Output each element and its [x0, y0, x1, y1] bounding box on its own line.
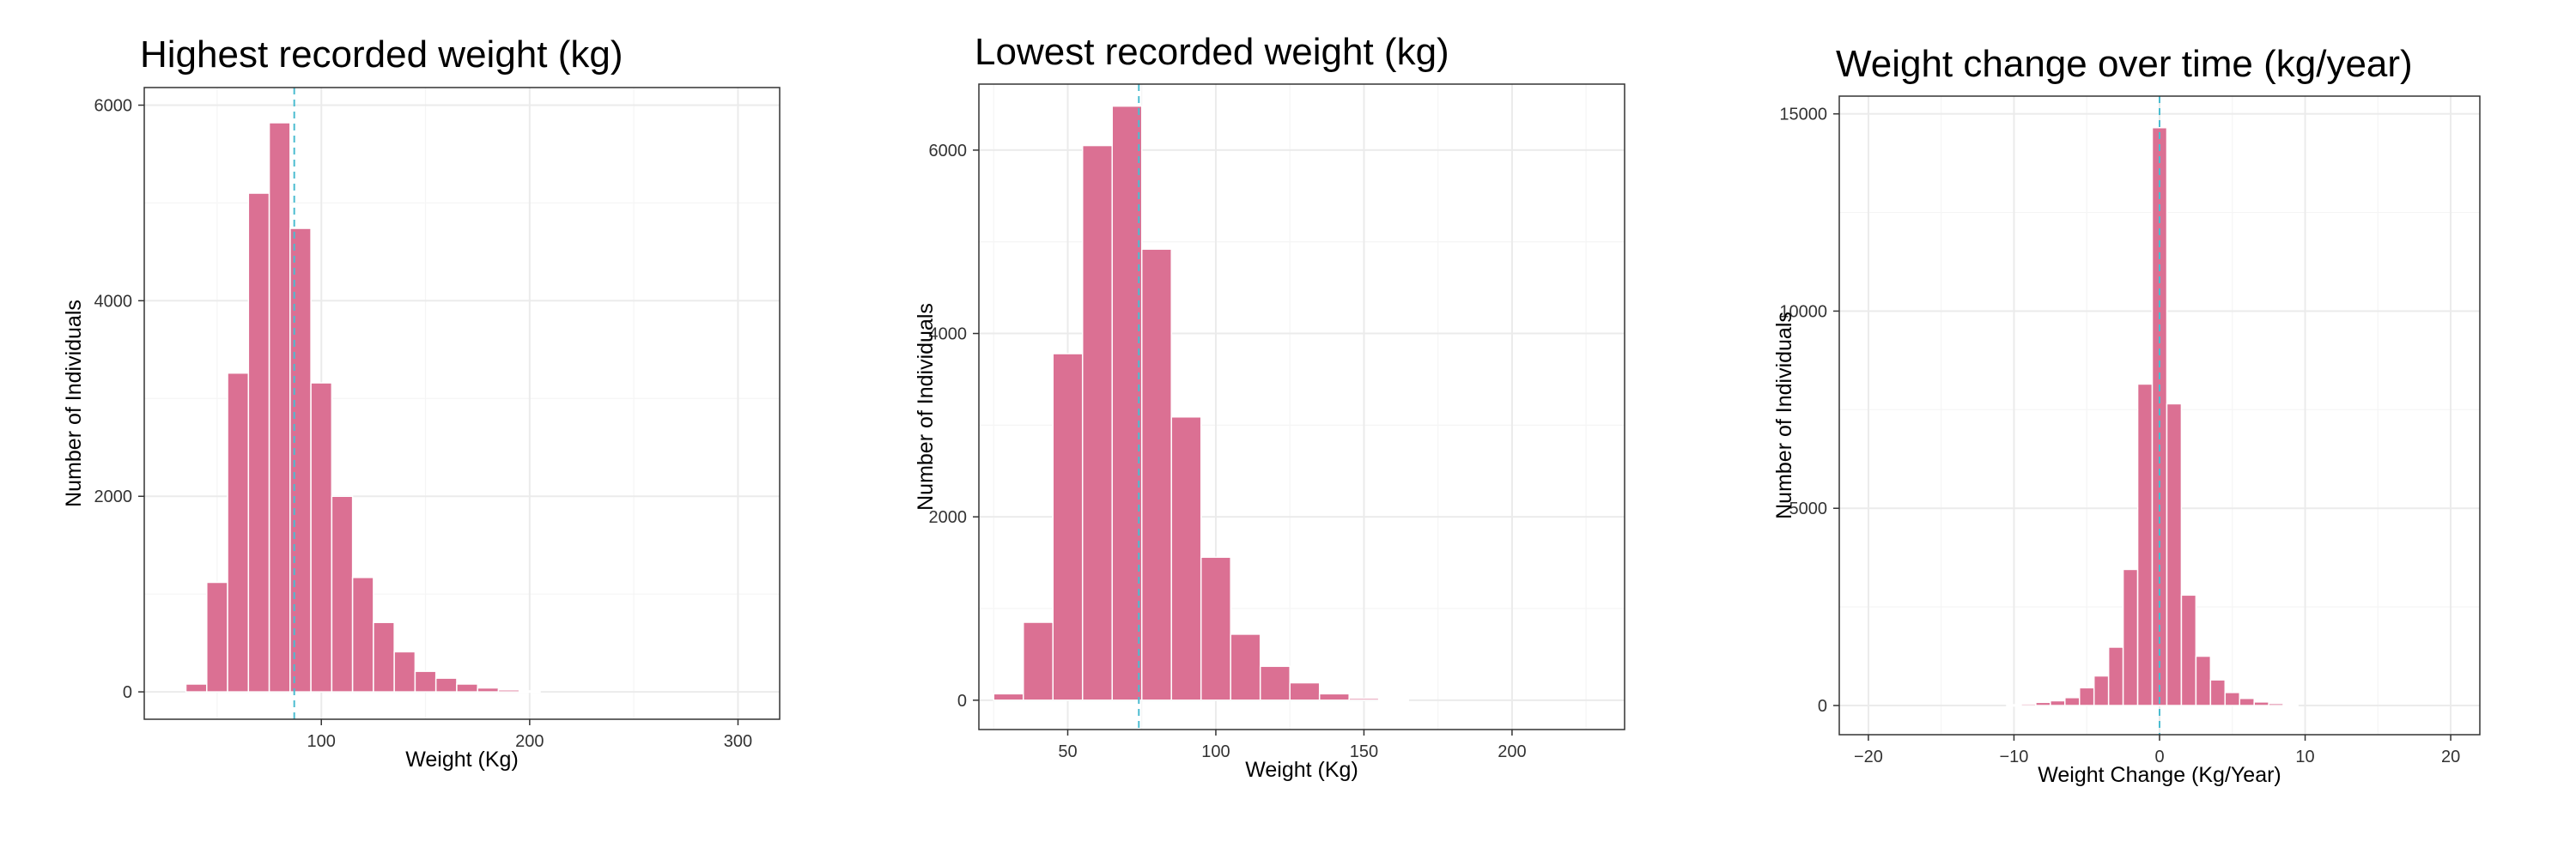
histogram-bar [2093, 675, 2110, 706]
y-tick-label: 10000 [1779, 302, 1827, 321]
y-tick-label: 0 [1818, 697, 1827, 716]
histogram-bar [1200, 556, 1231, 701]
chart-title: Lowest recorded weight (kg) [975, 31, 1449, 73]
histogram-bar [1052, 353, 1084, 701]
y-tick-label: 4000 [929, 325, 968, 344]
chart-title: Highest recorded weight (kg) [140, 33, 623, 76]
histogram-bar [351, 577, 374, 693]
histogram-bar [2268, 702, 2284, 706]
chart-title: Weight change over time (kg/year) [1836, 43, 2413, 85]
bars [185, 122, 541, 693]
histogram-bar [185, 683, 208, 693]
y-axis-title: Number of Individuals [62, 300, 86, 507]
histogram-bar [497, 689, 520, 693]
histogram-bar [1111, 105, 1143, 701]
x-tick-label: −20 [1854, 748, 1883, 766]
bars [2006, 127, 2299, 707]
histogram-bar [2166, 403, 2183, 706]
y-tick-label: 2000 [929, 508, 968, 527]
histogram-bar [331, 495, 354, 693]
x-axis-title: Weight (Kg) [1245, 758, 1358, 782]
histogram-bar [993, 693, 1024, 701]
histogram-bar [247, 192, 270, 693]
histogram-highest-weight: Highest recorded weight (kg) 100 200 300 0 2… [62, 33, 781, 772]
y-tick-label: 0 [123, 683, 132, 702]
histogram-bar [2035, 701, 2051, 706]
chart-panel-highest-weight: Highest recorded weight (kg) 100 200 300 0 2… [0, 0, 859, 860]
histogram-bar [268, 122, 291, 693]
histogram-bar [2195, 655, 2212, 706]
histogram-bar [2136, 383, 2154, 706]
chart-panel-weight-change: Weight change over time (kg/year) −20 −10… [1717, 0, 2576, 860]
x-tick-label: 0 [2154, 748, 2164, 766]
histogram-bar [1259, 665, 1291, 701]
panel-border [978, 83, 1625, 730]
histogram-bar [373, 621, 395, 693]
chart-panel-lowest-weight: Lowest recorded weight (kg) 50 100 150 200 0… [859, 0, 1717, 860]
histogram-bar [2239, 697, 2255, 706]
histogram-bar [477, 687, 500, 693]
y-tick-label: 2000 [94, 488, 133, 506]
histogram-bar [2282, 704, 2299, 707]
histogram-bar [1140, 248, 1172, 701]
x-tick-label: 10 [2295, 748, 2314, 766]
x-axis-title: Weight (Kg) [405, 748, 519, 772]
y-tick-label: 6000 [929, 142, 968, 160]
y-tick-label: 6000 [94, 97, 133, 116]
histogram-bar [2253, 701, 2269, 706]
histogram-bar [518, 690, 541, 693]
histogram-bar [2020, 703, 2037, 706]
histogram-bar [1377, 699, 1409, 701]
histogram-bar [206, 581, 228, 693]
y-axis-title: Number of Individuals [1772, 312, 1796, 519]
x-tick-label: −10 [1999, 748, 2028, 766]
histogram-bar [1318, 693, 1350, 701]
x-tick-label: 100 [307, 732, 336, 751]
histogram-weight-change: Weight change over time (kg/year) −20 −10… [1772, 43, 2481, 787]
x-tick-label: 100 [1201, 742, 1230, 761]
panel-border [143, 87, 781, 720]
x-axis-title: Weight Change (Kg/Year) [2038, 763, 2281, 787]
y-tick-label: 0 [957, 692, 967, 711]
histogram-bar [2107, 646, 2124, 706]
y-tick-label: 5000 [1789, 500, 1828, 518]
histogram-bar [2079, 687, 2095, 706]
histogram-bar [227, 372, 250, 693]
y-tick-label: 15000 [1779, 106, 1827, 124]
histogram-bar [393, 651, 416, 693]
histogram-bar [2224, 692, 2241, 706]
y-tick-label: 4000 [94, 292, 133, 311]
histogram-bar [2006, 704, 2022, 707]
histogram-bar [1022, 621, 1054, 701]
x-tick-label: 50 [1058, 742, 1077, 761]
y-axis-title: Number of Individuals [914, 303, 938, 511]
x-tick-label: 200 [515, 732, 544, 751]
histogram-bar [1081, 144, 1113, 701]
histogram-bar [310, 382, 333, 693]
x-tick-label: 200 [1498, 742, 1526, 761]
histogram-bar [2064, 697, 2081, 706]
histogram-bar [289, 227, 312, 693]
histogram-bar [414, 670, 437, 693]
histogram-bar [2050, 700, 2066, 706]
x-tick-label: 300 [724, 732, 752, 751]
histogram-bar [2122, 568, 2139, 706]
histogram-lowest-weight: Lowest recorded weight (kg) 50 100 150 2000… [914, 31, 1625, 782]
x-tick-label: 20 [2441, 748, 2460, 766]
histogram-bar [2209, 679, 2227, 706]
x-tick-label: 150 [1350, 742, 1378, 761]
histogram-bar [1289, 681, 1321, 701]
histogram-bar [2180, 594, 2197, 706]
bars [993, 105, 1409, 701]
histogram-bar [456, 683, 478, 693]
histogram-bar [1170, 416, 1202, 701]
histogram-bar [1348, 697, 1380, 701]
histogram-bar [434, 677, 458, 693]
histogram-bar [1230, 633, 1261, 701]
